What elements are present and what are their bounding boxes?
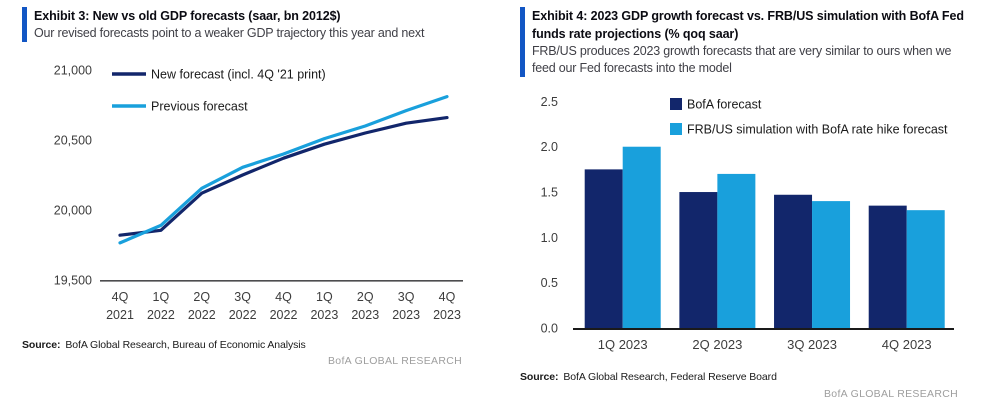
exhibit-4-header-text: Exhibit 4: 2023 GDP growth forecast vs. …: [532, 7, 994, 77]
exhibit-accent-bar: [22, 7, 27, 42]
exhibit-4-source: Source: BofA Global Research, Federal Res…: [520, 371, 777, 383]
exhibit-4-header: Exhibit 4: 2023 GDP growth forecast vs. …: [520, 7, 994, 77]
source-label: Source:: [520, 371, 559, 383]
y-axis-tick-label: 20,500: [54, 134, 92, 148]
legend-label-frbus-simulation: FRB/US simulation with BofA rate hike fo…: [687, 123, 948, 137]
bar-frbus-simulation: [906, 210, 945, 328]
x-axis-tick-label: 4Q 2023: [882, 337, 932, 352]
x-axis-tick-quarter: 4Q: [275, 290, 292, 304]
bar-bofa-forecast: [868, 205, 907, 328]
y-axis-tick-label: 2.0: [541, 140, 558, 154]
y-axis-tick-label: 0.0: [541, 322, 558, 336]
legend-swatch-bofa-forecast: [670, 98, 682, 110]
legend-label-previous-forecast: Previous forecast: [151, 100, 248, 114]
x-axis-tick-year: 2021: [106, 308, 134, 322]
bar-frbus-simulation: [622, 146, 661, 328]
exhibit-4-subtitle: FRB/US produces 2023 growth forecasts th…: [532, 44, 952, 75]
source-text: BofA Global Research, Federal Reserve Bo…: [563, 371, 777, 383]
y-axis-tick-label: 2.5: [541, 95, 558, 109]
exhibit-3-panel: Exhibit 3: New vs old GDP forecasts (saa…: [22, 7, 463, 367]
bofa-global-research-watermark: BofA GLOBAL RESEARCH: [824, 388, 958, 400]
exhibit-4-panel: Exhibit 4: 2023 GDP growth forecast vs. …: [498, 0, 996, 411]
gdp-forecast-line-chart: 21,000 20,500 20,000 19,500 4Q 2021 1Q 2022 2Q 20…: [54, 64, 463, 322]
x-axis-tick-quarter: 4Q: [439, 290, 456, 304]
x-axis-tick-year: 2023: [433, 308, 461, 322]
exhibit-accent-bar: [520, 7, 525, 77]
x-axis-tick-year: 2023: [310, 308, 338, 322]
x-axis-tick-year: 2023: [392, 308, 420, 322]
x-axis-tick-quarter: 2Q: [357, 290, 374, 304]
bar-frbus-simulation: [717, 173, 756, 328]
legend-label-bofa-forecast: BofA forecast: [687, 98, 762, 112]
y-axis-tick-label: 20,000: [54, 204, 92, 218]
x-axis-tick-quarter: 1Q: [153, 290, 170, 304]
gdp-growth-bar-chart: 2.5 2.0 1.5 1.0 0.5 0.0 1Q 2023 2Q 2023 3Q 2023 4…: [541, 95, 954, 352]
exhibit-3-title: Exhibit 3: New vs old GDP forecasts (saa…: [34, 9, 341, 23]
exhibit-4-title: Exhibit 4: 2023 GDP growth forecast vs. …: [532, 9, 964, 41]
y-axis-tick-label: 0.5: [541, 276, 558, 290]
x-axis-tick-quarter: 3Q: [234, 290, 251, 304]
bar-bofa-forecast: [679, 192, 718, 328]
y-axis-tick-label: 21,000: [54, 64, 92, 78]
x-axis-tick-year: 2022: [270, 308, 298, 322]
y-axis-tick-label: 1.5: [541, 186, 558, 200]
legend-label-new-forecast: New forecast (incl. 4Q '21 print): [151, 68, 326, 82]
x-axis-tick-label: 1Q 2023: [598, 337, 648, 352]
y-axis-tick-label: 1.0: [541, 231, 558, 245]
exhibit-3-subtitle: Our revised forecasts point to a weaker …: [34, 26, 425, 40]
exhibit-3-header: Exhibit 3: New vs old GDP forecasts (saa…: [22, 7, 424, 42]
x-axis-tick-year: 2023: [351, 308, 379, 322]
x-axis-tick-quarter: 3Q: [398, 290, 415, 304]
x-axis-tick-quarter: 2Q: [193, 290, 210, 304]
x-axis-tick-quarter: 4Q: [112, 290, 129, 304]
y-axis-tick-label: 19,500: [54, 274, 92, 288]
x-axis-tick-year: 2022: [188, 308, 216, 322]
bar-bofa-forecast: [774, 194, 813, 328]
x-axis-tick-year: 2022: [229, 308, 257, 322]
exhibit-3-header-text: Exhibit 3: New vs old GDP forecasts (saa…: [34, 7, 424, 42]
x-axis-tick-label: 2Q 2023: [692, 337, 742, 352]
bar-bofa-forecast: [584, 169, 623, 328]
source-text: BofA Global Research, Bureau of Economic…: [65, 339, 306, 351]
series-line-previous-forecast: [118, 94, 449, 245]
bar-frbus-simulation: [812, 201, 851, 328]
x-axis-tick-year: 2022: [147, 308, 175, 322]
x-axis-tick-label: 3Q 2023: [787, 337, 837, 352]
exhibit-3-source: Source: BofA Global Research, Bureau of E…: [22, 339, 306, 351]
bofa-global-research-watermark: BofA GLOBAL RESEARCH: [328, 355, 462, 367]
source-label: Source:: [22, 339, 61, 351]
series-line-new-forecast: [118, 115, 449, 237]
x-axis-tick-quarter: 1Q: [316, 290, 333, 304]
legend-swatch-frbus-simulation: [670, 123, 682, 135]
